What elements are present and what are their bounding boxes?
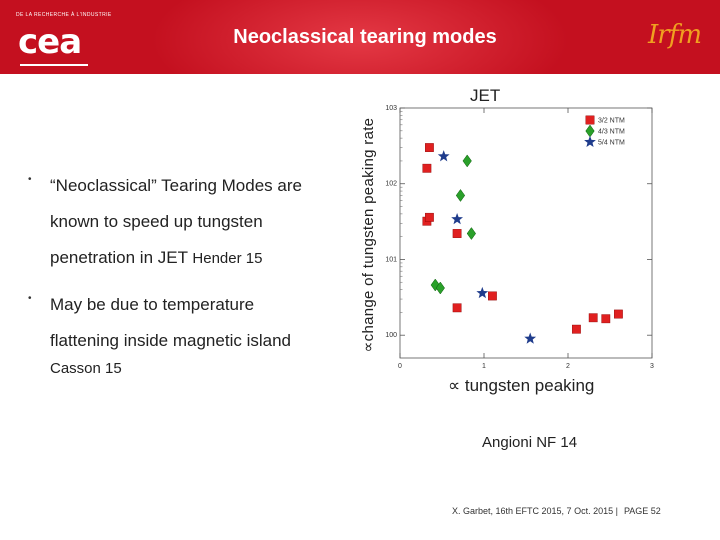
header-glow	[150, 0, 570, 74]
x-tick-label: 2	[566, 363, 570, 370]
slide-header: DE LA RECHERCHE À L'INDUSTRIE cea Neocla…	[0, 0, 720, 74]
cea-logo: DE LA RECHERCHE À L'INDUSTRIE cea	[8, 6, 111, 66]
slide-title: Neoclassical tearing modes	[233, 26, 497, 48]
bullet-line: May be due to temperature	[50, 295, 255, 314]
bullet-reference: Hender 15	[192, 250, 263, 267]
cea-caption: DE LA RECHERCHE À L'INDUSTRIE	[16, 12, 112, 18]
legend-entry: 5/4 NTM	[598, 140, 625, 147]
data-point	[524, 332, 537, 344]
chart-title: JET	[470, 86, 501, 105]
irfm-logo: Irfm	[648, 14, 714, 58]
footer-text: X. Garbet, 16th EFTC 2015, 7 Oct. 2015 |	[452, 506, 618, 516]
data-point	[425, 143, 434, 152]
data-point	[452, 303, 462, 313]
y-tick-label: 101	[385, 256, 397, 263]
data-point	[455, 189, 466, 202]
legend-marker	[585, 124, 595, 138]
y-tick-label: 102	[385, 181, 397, 188]
bullet-line: known to speed up tungsten	[50, 212, 263, 231]
data-point	[462, 154, 472, 168]
data-point	[476, 286, 489, 299]
chart-x-axis-label: ∝ tungsten peaking	[448, 376, 595, 395]
data-point	[613, 309, 623, 319]
bullet-item-temperature: • May be due to temperature flattening i…	[24, 287, 354, 379]
bullet-dot: •	[28, 174, 32, 185]
data-point	[588, 313, 598, 323]
data-point	[451, 213, 463, 225]
x-tick-label: 1	[482, 363, 486, 370]
bullet-list: • “Neoclassical” Tearing Modes are known…	[24, 168, 354, 379]
scatter-chart: 0 1 2 3 100 101 102 103 3/2 NTM 4/3 NTM 5/4 NTM	[385, 105, 654, 370]
x-tick-label: 0	[398, 363, 402, 370]
data-point	[437, 150, 450, 162]
legend-marker	[584, 135, 596, 147]
bullet-text: penetration in JET	[50, 248, 188, 267]
bullet-line: “Neoclassical” Tearing Modes are	[50, 176, 302, 195]
bullet-dot: •	[28, 293, 32, 304]
bullet-line: flattening inside magnetic island	[50, 331, 291, 350]
x-tick-label: 3	[650, 363, 654, 370]
data-point	[425, 212, 434, 222]
data-point	[466, 227, 477, 240]
page-number: PAGE 52	[623, 506, 661, 516]
data-point	[435, 281, 445, 295]
chart-source-note: Angioni NF 14	[482, 434, 578, 451]
legend-entry: 3/2 NTM	[598, 118, 625, 125]
data-point	[452, 229, 462, 238]
bullet-item-ntm: • “Neoclassical” Tearing Modes are known…	[24, 168, 354, 277]
irfm-logo-text: Irfm	[648, 20, 702, 50]
y-tick-label: 103	[385, 105, 397, 112]
cea-logo-text: cea	[18, 22, 82, 62]
data-point	[571, 324, 581, 334]
plot-frame	[399, 107, 653, 359]
data-point	[422, 163, 432, 173]
data-point	[487, 291, 497, 301]
slide-footer: X. Garbet, 16th EFTC 2015, 7 Oct. 2015 |…	[452, 506, 661, 516]
bullet-reference: Casson 15	[50, 360, 122, 377]
data-point	[601, 314, 611, 324]
cea-logo-bar	[20, 64, 88, 66]
y-tick-label: 100	[385, 332, 397, 339]
legend-marker	[585, 115, 595, 125]
legend-entry: 4/3 NTM	[598, 129, 625, 136]
bullet-line: penetration in JET Hender 15	[50, 240, 354, 277]
